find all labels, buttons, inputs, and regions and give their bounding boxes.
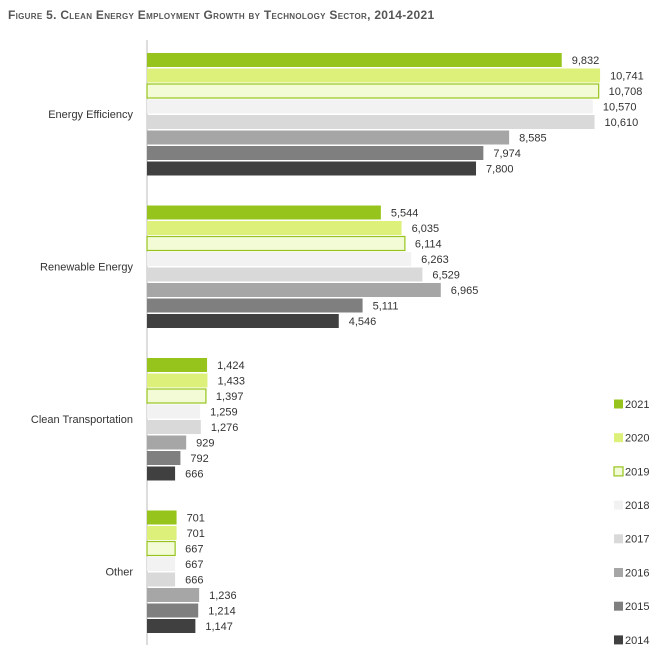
data-label: 1,276 [211, 422, 239, 434]
data-label: 701 [187, 512, 205, 524]
bar [147, 358, 208, 372]
chart-title: Figure 5. Clean Energy Employment Growth… [8, 8, 434, 22]
legend-label: 2017 [625, 534, 649, 546]
bar [147, 404, 201, 419]
bar [147, 68, 601, 83]
data-label: 6,263 [421, 254, 449, 266]
legend-swatch [614, 635, 623, 645]
legend-swatch [613, 466, 624, 477]
bar [147, 267, 423, 282]
bar [147, 572, 176, 587]
category-label: Renewable Energy [40, 261, 133, 273]
bar [147, 99, 593, 114]
bar [147, 557, 176, 571]
legend-swatch [614, 568, 623, 577]
data-label: 8,585 [519, 132, 547, 144]
data-label: 10,741 [610, 70, 644, 82]
data-label: 1,214 [208, 605, 236, 617]
data-label: 10,610 [605, 117, 639, 129]
data-label: 10,708 [609, 86, 643, 98]
data-label: 6,965 [451, 285, 479, 297]
bar [147, 252, 412, 266]
category-label: Other [105, 566, 133, 578]
bar [147, 466, 176, 481]
bar [147, 451, 181, 465]
bar [147, 603, 199, 618]
data-label: 1,424 [217, 360, 245, 372]
data-label: 1,397 [216, 391, 244, 403]
bar [147, 619, 196, 633]
bar [147, 588, 200, 602]
data-label: 1,147 [205, 621, 233, 633]
legend-label: 2021 [625, 399, 649, 411]
legend-label: 2019 [625, 466, 649, 478]
bar [147, 510, 177, 525]
data-label: 667 [185, 559, 203, 571]
legend-label: 2016 [625, 567, 649, 579]
legend-swatch [614, 500, 623, 510]
data-label: 1,433 [217, 375, 245, 387]
data-label: 4,546 [349, 316, 377, 328]
bar [147, 373, 208, 388]
bar [147, 526, 177, 540]
bar [147, 53, 562, 67]
bar [146, 83, 600, 99]
data-label: 701 [187, 528, 205, 540]
bar [147, 283, 441, 297]
legend-swatch [614, 534, 623, 544]
bar [147, 435, 187, 450]
data-label: 1,259 [210, 406, 238, 418]
bar [147, 161, 477, 176]
data-label: 667 [185, 543, 203, 555]
data-label: 792 [190, 453, 208, 465]
data-label: 6,529 [432, 269, 460, 281]
category-label: Clean Transportation [31, 414, 133, 426]
data-label: 9,832 [572, 55, 600, 67]
data-label: 1,236 [209, 590, 237, 602]
bar [147, 314, 339, 328]
data-label: 929 [196, 437, 214, 449]
data-label: 7,800 [486, 163, 514, 175]
bar [147, 146, 484, 160]
legend-swatch [614, 601, 623, 611]
bar [147, 221, 402, 235]
legend-label: 2018 [625, 500, 649, 512]
bar [147, 115, 595, 129]
bar [147, 130, 510, 145]
bar [147, 205, 381, 220]
data-label: 7,974 [493, 148, 521, 160]
data-label: 6,114 [415, 238, 442, 250]
legend-label: 2015 [625, 601, 649, 613]
legend-label: 2020 [625, 433, 649, 445]
legend-swatch [614, 433, 623, 443]
legend-swatch [614, 399, 623, 409]
category-label: Energy Efficiency [48, 109, 133, 121]
data-label: 666 [185, 574, 203, 586]
data-label: 10,570 [603, 101, 637, 113]
legend-label: 2014 [625, 635, 649, 645]
data-label: 5,111 [373, 300, 399, 312]
data-label: 6,035 [412, 223, 440, 235]
bar [146, 235, 406, 252]
bar [147, 420, 201, 434]
bar [147, 298, 363, 313]
data-label: 666 [185, 468, 203, 480]
bar [146, 540, 176, 557]
data-label: 5,544 [391, 207, 419, 219]
bar [146, 388, 207, 404]
